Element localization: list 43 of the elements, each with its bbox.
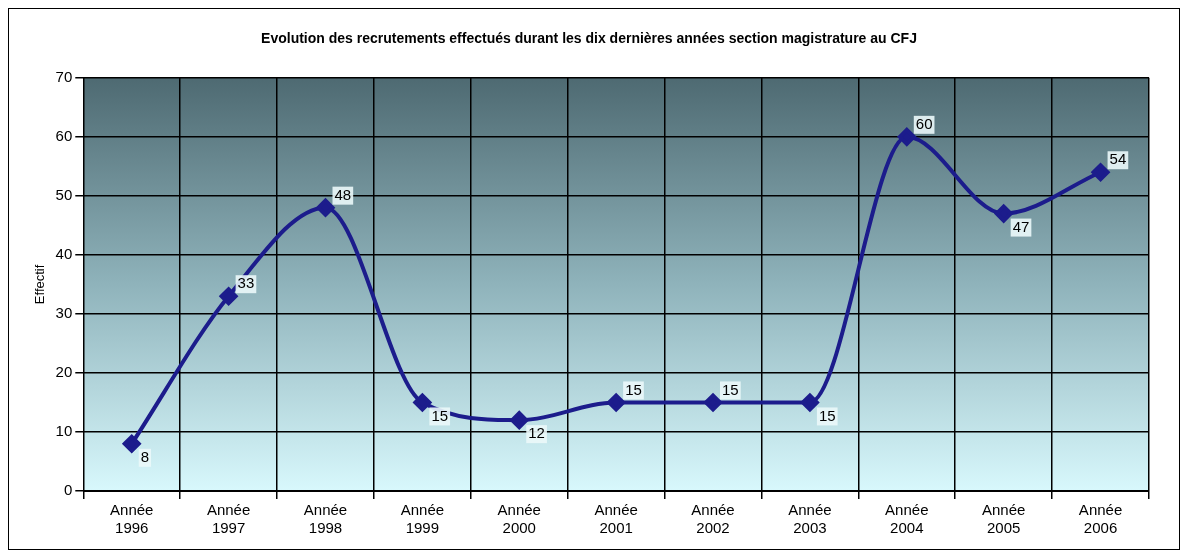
x-tick-label: Année 1997 (206, 501, 251, 537)
point (219, 287, 238, 306)
x-tick-label: Année 1998 (303, 501, 348, 537)
x-tick-label: Année 2003 (788, 501, 832, 537)
point (800, 393, 819, 412)
point (510, 411, 529, 430)
x-tick-label: Année 2006 (1078, 501, 1123, 537)
chart-title: Evolution des recrutements effectués durant les dix dernières années section magistrature au CFJ (261, 30, 917, 47)
point (704, 393, 723, 412)
x-tick-label: Année 2000 (497, 501, 541, 537)
point (607, 393, 626, 412)
point (1091, 163, 1110, 182)
data-label: 15 (431, 406, 449, 424)
point (122, 434, 141, 453)
x-tick-label: Année 2002 (691, 501, 735, 537)
data-label: 15 (722, 380, 739, 398)
point (897, 127, 916, 146)
y-tick-label: 70 (55, 67, 73, 85)
point (316, 198, 335, 217)
data-label: 15 (818, 406, 836, 424)
y-tick-label: 20 (55, 363, 73, 381)
data-label: 15 (625, 380, 642, 398)
data-label: 48 (334, 185, 352, 203)
point (994, 204, 1013, 223)
x-tick-label: Année 1996 (110, 501, 154, 537)
x-tick-label: Année 2005 (981, 501, 1026, 537)
y-tick-label: 10 (55, 422, 73, 440)
y-tick-label: 30 (55, 304, 73, 322)
data-label: 8 (140, 447, 150, 465)
y-tick-label: 50 (55, 186, 73, 203)
point (413, 393, 432, 412)
x-tick-label: Année 2001 (594, 501, 638, 537)
y-tick-label: 40 (55, 245, 73, 263)
x-tick-label: Année 2004 (885, 501, 929, 537)
data-label: 47 (1012, 217, 1030, 235)
data-label: 33 (237, 274, 255, 292)
y-axis-title: Effectif (32, 264, 48, 305)
y-tick-label: 0 (63, 481, 73, 499)
y-tick-label: 60 (55, 126, 73, 144)
data-label: 60 (915, 114, 933, 132)
data-label: 12 (528, 424, 545, 442)
x-tick-label: Année 1999 (400, 501, 445, 537)
data-label: 54 (1109, 150, 1127, 168)
